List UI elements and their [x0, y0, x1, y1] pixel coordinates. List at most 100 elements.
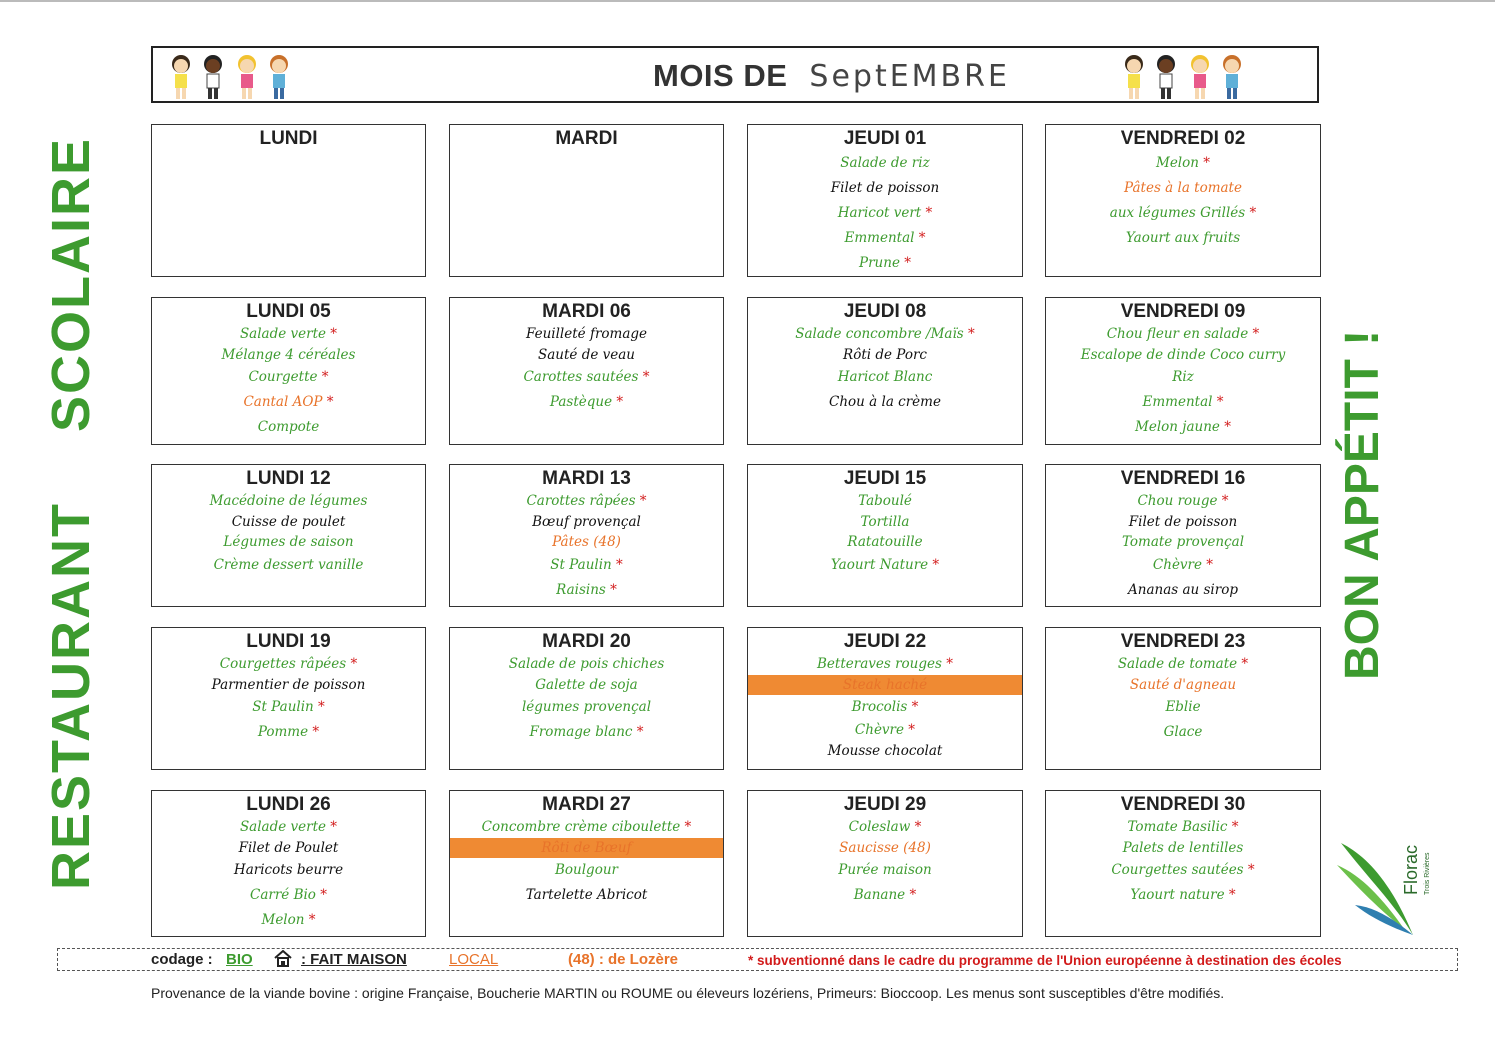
menu-item: Melon * — [152, 908, 425, 933]
day-heading: JEUDI 29 — [843, 794, 927, 815]
day-heading: MARDI 13 — [542, 468, 631, 489]
menu-item: Filet de Poulet — [152, 838, 425, 859]
menu-item-text: Concombre crème ciboulette — [481, 819, 681, 835]
subsidy-star-icon: * — [1237, 656, 1249, 672]
menu-items: Melon * Pâtes à la tomate aux légumes Gril… — [1046, 151, 1320, 251]
menu-item-text: Ratatouille — [847, 534, 923, 550]
menu-item: Feuilleté fromage — [450, 324, 723, 345]
menu-item: Pomme * — [152, 720, 425, 745]
bon-appetit-vertical-title: BON APPÉTIT ! — [1336, 329, 1389, 680]
menu-item-text: Glace — [1163, 724, 1203, 740]
menu-item: Eblie — [1046, 695, 1320, 720]
menu-day-cell: JEUDI 01 Salade de riz Filet de poisson Har… — [747, 124, 1023, 277]
day-heading: MARDI — [555, 128, 618, 149]
menu-item: Salade de riz — [748, 151, 1022, 176]
menu-item-text: Sauté d'agneau — [1129, 676, 1237, 693]
house-icon — [274, 949, 292, 971]
menu-item: Brocolis * — [748, 695, 1022, 720]
menu-item-text: Salade concombre /Maïs — [795, 326, 964, 342]
menu-item: Courgettes sautées * — [1046, 858, 1320, 883]
menu-item: Escalope de dinde Coco curry — [1046, 345, 1320, 366]
menu-item: Yaourt Nature * — [748, 553, 1022, 578]
subsidy-star-icon: * — [1219, 419, 1231, 435]
menu-item-text: Purée maison — [838, 862, 932, 878]
subsidy-star-icon: * — [315, 887, 327, 903]
subsidy-star-icon: * — [326, 819, 338, 835]
menu-items: Chou fleur en salade * Escalope de dinde … — [1046, 324, 1320, 440]
menu-item: légumes provençal — [450, 695, 723, 720]
menu-item-text: Betteraves rouges — [817, 656, 942, 672]
menu-day-cell: JEUDI 22 Betteraves rouges * Steak haché Br… — [747, 627, 1023, 770]
footer-note: Provenance de la viande bovine : origine… — [151, 985, 1225, 1001]
day-heading: MARDI 06 — [542, 301, 631, 322]
day-heading: JEUDI 08 — [843, 301, 927, 322]
menu-item-text: Galette de soja — [535, 676, 638, 693]
menu-item: Haricots beurre — [152, 858, 425, 883]
menu-item-text: Pomme — [257, 724, 309, 740]
menu-item-text: Melon — [261, 912, 305, 928]
subsidy-star-icon: * — [638, 369, 650, 385]
menu-item-text: Banane — [853, 887, 906, 903]
menu-item-text: Mousse chocolat — [827, 742, 943, 759]
menu-item: Carré Bio * — [152, 883, 425, 908]
menu-item-text: Pâtes à la tomate — [1124, 180, 1242, 196]
subsidy-star-icon: * — [1227, 819, 1239, 835]
menu-day-cell: LUNDI 12 Macédoine de légumes Cuisse de po… — [151, 464, 426, 607]
menu-item: Salade concombre /Maïs * — [748, 324, 1022, 345]
menu-item-text: Cuisse de poulet — [231, 513, 346, 530]
menu-items: Salade de pois chiches Galette de soja lég… — [450, 654, 723, 745]
menu-item: Glace — [1046, 720, 1320, 745]
menu-item-text: Bœuf provençal — [532, 513, 641, 530]
subsidy-star-icon: * — [635, 493, 647, 509]
menu-item: Sauté de veau — [450, 345, 723, 366]
menu-items: Carottes râpées * Bœuf provençal Pâtes (48… — [450, 491, 723, 603]
menu-item: Sauté d'agneau — [1046, 675, 1320, 696]
title-prefix: MOIS DE — [653, 58, 788, 93]
menu-item: Melon jaune * — [1046, 415, 1320, 440]
menu-item-text: Fromage blanc — [529, 724, 633, 740]
menu-item-text: Yaourt nature — [1130, 887, 1225, 903]
menu-items: Coleslaw * Saucisse (48) Purée maison Banan… — [748, 817, 1022, 908]
menu-items: Salade verte * Mélange 4 céréales Courgett… — [152, 324, 425, 440]
menu-item-text: Chèvre — [1152, 556, 1203, 573]
menu-day-cell: LUNDI 19 Courgettes râpées * Parmentier de… — [151, 627, 426, 770]
menu-item: Crème dessert vanille — [152, 553, 425, 578]
menu-item-text: Emmental — [844, 230, 915, 246]
menu-item: Haricot vert * — [748, 201, 1022, 226]
menu-item: Rôti de Porc — [748, 345, 1022, 366]
day-heading: VENDREDI 23 — [1120, 631, 1246, 652]
menu-item: Mousse chocolat — [748, 741, 1022, 762]
menu-item: Mélange 4 céréales — [152, 345, 425, 366]
menu-item: Emmental * — [1046, 390, 1320, 415]
menu-item: Yaourt nature * — [1046, 883, 1320, 908]
menu-item-text: Filet de poisson — [1128, 513, 1238, 530]
day-heading: VENDREDI 16 — [1120, 468, 1246, 489]
menu-item-text: Salade verte — [239, 326, 327, 342]
subsidy-star-icon: * — [921, 205, 933, 221]
day-heading: JEUDI 01 — [843, 128, 927, 149]
menu-item-text: Boulgour — [555, 862, 618, 878]
menu-item-text: Mélange 4 céréales — [221, 346, 356, 363]
menu-item-text: Emmental — [1142, 394, 1213, 410]
month-header: MOIS DE SeptEMBRE — [151, 46, 1319, 103]
menu-item-text: Parmentier de poisson — [211, 676, 366, 693]
menu-item-text: Brocolis — [851, 699, 908, 715]
subsidy-star-icon: * — [317, 369, 329, 385]
restaurant-scolaire-vertical-title: RESTAURANT SCOLAIRE — [40, 137, 101, 890]
menu-item: Chou fleur en salade * — [1046, 324, 1320, 345]
menu-item: Salade verte * — [152, 817, 425, 838]
menu-item: Pâtes à la tomate — [1046, 176, 1320, 201]
menu-item-text: Tomate Basilic — [1127, 819, 1228, 835]
menu-item-text: Légumes de saison — [223, 534, 354, 550]
menu-item: Filet de poisson — [748, 176, 1022, 201]
florac-logo: Florac Trois Rivières — [1337, 843, 1431, 935]
menu-items: Courgettes râpées * Parmentier de poisson… — [152, 654, 425, 745]
menu-item: Légumes de saison — [152, 532, 425, 553]
menu-day-cell: JEUDI 29 Coleslaw * Saucisse (48) Purée mai… — [747, 790, 1023, 937]
menu-items: Tomate Basilic * Palets de lentilles Courg… — [1046, 817, 1320, 908]
menu-item: Coleslaw * — [748, 817, 1022, 838]
subsidy-star-icon: * — [313, 699, 325, 715]
menu-item-text: Haricots beurre — [233, 862, 344, 878]
menu-item: Raisins * — [450, 578, 723, 603]
subsidy-star-icon: * — [1248, 326, 1260, 342]
